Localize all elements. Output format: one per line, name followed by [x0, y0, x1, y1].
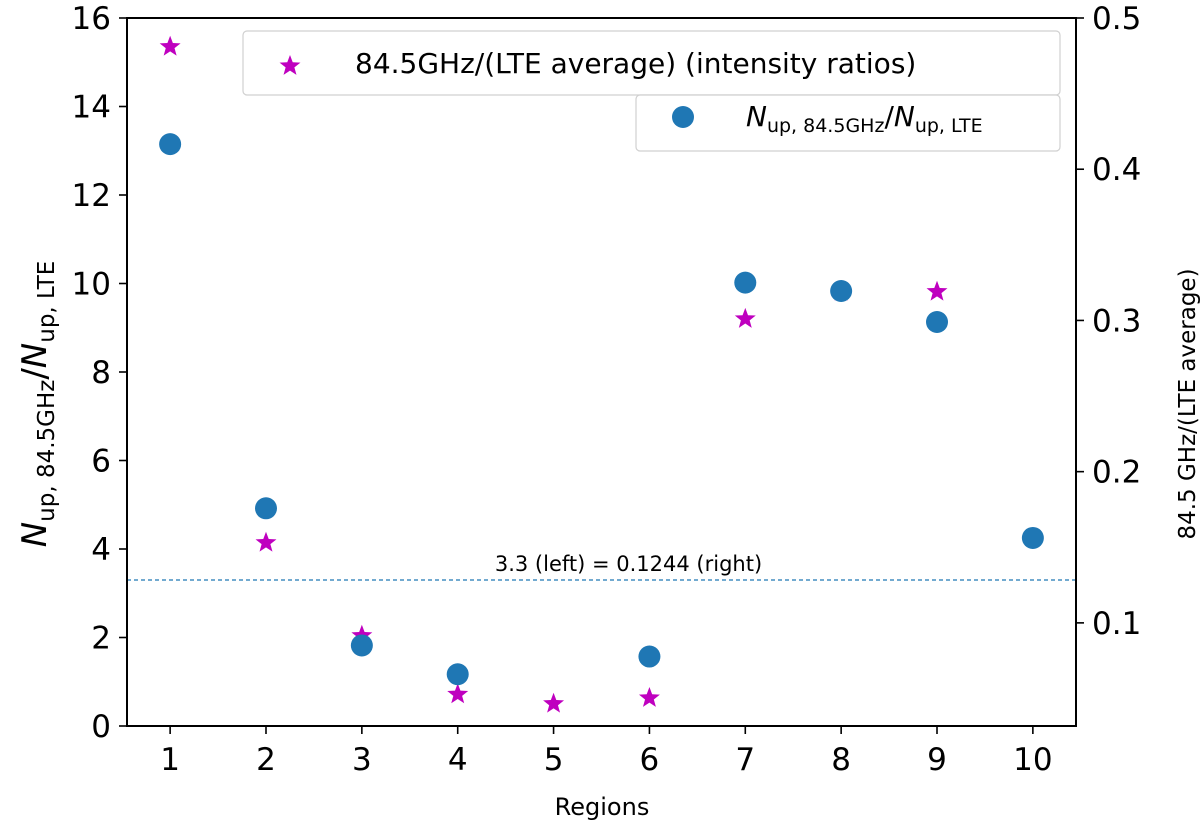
- left-tick-label: 14: [72, 90, 111, 126]
- data-point-circle: [254, 497, 277, 520]
- left-tick-label: 0: [91, 709, 111, 745]
- x-tick-label: 8: [831, 742, 851, 778]
- legend-box-column: [635, 94, 1061, 152]
- left-axis-ticks: 0 2 4 6 8 10 12 14 16: [72, 1, 127, 745]
- svg-text:Nup, 84.5GHz/Nup, LTE: Nup, 84.5GHz/Nup, LTE: [15, 261, 60, 548]
- data-point-star: [255, 531, 277, 552]
- legend: 84.5GHz/(LTE average) (intensity ratios)…: [242, 30, 1061, 152]
- right-axis-label: 84.5 GHz/(LTE average): [1175, 268, 1200, 539]
- reference-line-label: 3.3 (left) = 0.1244 (right): [495, 552, 762, 576]
- right-tick-label: 0.1: [1092, 606, 1141, 642]
- legend-label-column: Nup, 84.5GHz/Nup, LTE: [746, 100, 983, 137]
- data-point-star: [734, 307, 756, 328]
- right-tick-label: 0.4: [1092, 152, 1141, 188]
- data-point-circle: [159, 133, 182, 156]
- data-point-star: [638, 687, 660, 707]
- data-point-circle: [926, 310, 949, 333]
- data-point-circle: [1021, 526, 1044, 549]
- right-axis-ticks: 0.1 0.2 0.3 0.4 0.5: [1076, 1, 1141, 642]
- x-tick-label: 4: [448, 742, 468, 778]
- data-point-star: [926, 280, 948, 301]
- x-tick-label: 10: [1013, 742, 1052, 778]
- right-tick-label: 0.2: [1092, 455, 1141, 491]
- legend-star-marker: [279, 55, 301, 75]
- x-tick-label: 9: [927, 742, 947, 778]
- svg-text:Nup, 84.5GHz/Nup, LTE: Nup, 84.5GHz/Nup, LTE: [746, 100, 983, 137]
- x-ticks: 1 2 3 4 5 6 7 8 9 10: [160, 726, 1053, 778]
- left-tick-label: 6: [91, 444, 111, 480]
- data-point-star: [543, 692, 565, 713]
- x-axis-label: Regions: [555, 793, 650, 821]
- left-tick-label: 12: [72, 178, 111, 214]
- left-tick-label: 10: [72, 267, 111, 303]
- x-tick-label: 2: [256, 742, 276, 778]
- x-tick-label: 5: [544, 742, 564, 778]
- data-point-circle: [830, 280, 853, 303]
- x-tick-label: 6: [640, 742, 660, 778]
- left-tick-label: 8: [91, 355, 111, 391]
- data-point-circle: [350, 634, 373, 657]
- x-tick-label: 3: [352, 742, 372, 778]
- data-markers: [159, 35, 1044, 713]
- x-tick-label: 7: [735, 742, 755, 778]
- legend-circle-marker: [672, 106, 694, 128]
- x-tick-label: 1: [160, 742, 180, 778]
- left-tick-label: 16: [72, 1, 111, 37]
- data-point-circle: [734, 271, 757, 294]
- data-point-star: [447, 683, 469, 704]
- right-tick-label: 0.3: [1092, 303, 1141, 339]
- left-tick-label: 4: [91, 532, 111, 568]
- right-tick-label: 0.5: [1092, 1, 1141, 37]
- data-point-circle: [446, 663, 469, 686]
- left-tick-label: 2: [91, 621, 111, 657]
- plot-frame: [126, 17, 1077, 727]
- data-point-circle: [638, 645, 661, 668]
- legend-label-intensity: 84.5GHz/(LTE average) (intensity ratios): [355, 47, 916, 80]
- data-point-star: [159, 35, 181, 56]
- left-axis-label: Nup, 84.5GHz/Nup, LTE: [15, 261, 60, 548]
